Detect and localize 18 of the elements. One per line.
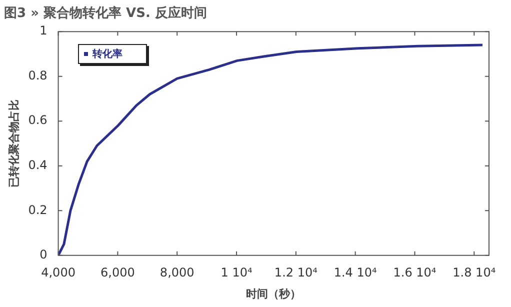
y-tick-label: 0.4 [28, 158, 48, 172]
x-tick-label: 4,000 [41, 266, 76, 280]
x-tick-label: 1.6 10⁴ [393, 266, 436, 280]
y-axis-title: 已转化聚合物占比 [7, 100, 20, 188]
x-tick-label: 1.4 10⁴ [334, 266, 378, 280]
y-tick-label: 0.2 [28, 202, 48, 217]
y-tick-label: 1 [40, 24, 48, 38]
x-axis-title: 时间（秒） [246, 287, 302, 300]
legend-label: 转化率 [92, 47, 122, 61]
y-tick-label: 0 [40, 248, 48, 262]
chart-title: 图3 » 聚合物转化率 VS. 反应时间 [4, 5, 207, 22]
x-tick-label: 1 10⁴ [220, 266, 252, 280]
y-tick-label: 0.6 [28, 113, 48, 128]
x-tick-label: 8,000 [160, 266, 194, 280]
x-tick-label: 1.8 10⁴ [452, 266, 496, 280]
y-tick-label: 0.8 [28, 68, 48, 82]
x-tick-label: 6,000 [100, 266, 135, 280]
x-tick-label: 1.2 10⁴ [274, 266, 318, 280]
